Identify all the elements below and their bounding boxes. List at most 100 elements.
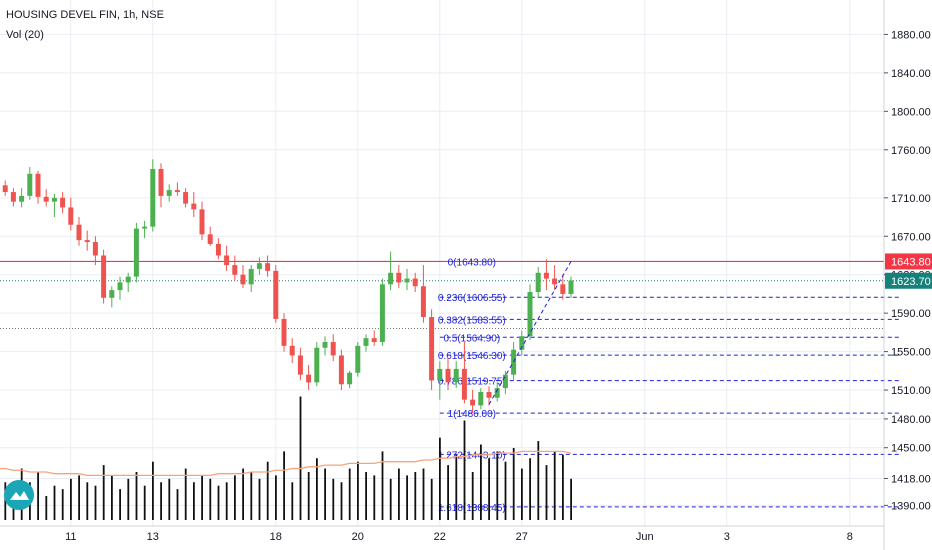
volume-bar <box>512 447 515 520</box>
candle-body <box>35 173 41 197</box>
price-axis[interactable]: 1880.00 1840.00 1800.00 1760.00 1710.00 1670.… <box>883 0 932 550</box>
candle-body <box>511 349 517 375</box>
time-tick-label: 3 <box>724 531 730 543</box>
volume-ma-path <box>0 450 572 477</box>
price-label-text: 1643.80 <box>891 256 931 268</box>
volume-bar <box>176 489 179 520</box>
candle-body <box>10 192 16 202</box>
volume-bar <box>45 495 48 520</box>
price-tick-label: 1880.00 <box>891 29 931 41</box>
chart-title: HOUSING DEVEL FIN, 1h, NSE <box>6 9 164 21</box>
candle-body <box>347 372 353 385</box>
candle-body <box>330 341 336 356</box>
candle-body <box>379 284 385 342</box>
volume-bar <box>168 478 171 520</box>
fib-level-label: 0.5(1564.90) <box>443 333 500 344</box>
candle-body <box>142 226 148 229</box>
candle-body <box>199 209 205 235</box>
volume-bar <box>119 489 121 520</box>
fib-level-label: 1.272(1443.10) <box>438 450 506 461</box>
candle-body <box>2 185 8 193</box>
volume-bar <box>348 468 351 520</box>
candle-body <box>166 190 172 196</box>
candle-body <box>527 292 533 337</box>
volume-bar <box>373 475 376 520</box>
volume-bar <box>135 471 138 520</box>
candle-body <box>437 368 443 381</box>
fib-level-label: 0.382(1583.55) <box>438 315 506 326</box>
candle-body <box>560 284 566 294</box>
volume-bar <box>537 441 540 520</box>
volume-bar <box>463 420 466 520</box>
volume-bar <box>193 482 195 520</box>
candle-body <box>27 173 33 196</box>
price-label-badge <box>885 272 932 289</box>
volume-ma-line <box>0 450 572 477</box>
volume-bar <box>406 475 408 520</box>
candle-body <box>183 192 189 204</box>
candle-body <box>215 243 221 256</box>
volume-bar <box>430 478 433 520</box>
tradingview-logo-icon[interactable] <box>4 480 34 510</box>
volume-bar <box>553 451 556 520</box>
candle-body <box>289 345 295 356</box>
candle-body <box>224 255 230 266</box>
volume-bar <box>152 461 154 520</box>
candle-body <box>543 272 549 279</box>
candle-body <box>207 234 213 244</box>
time-tick-label: Jun <box>636 531 654 543</box>
candle-body <box>240 274 246 285</box>
volume-bar <box>250 471 253 520</box>
volume-bar <box>94 485 97 520</box>
volume-bar <box>111 475 113 520</box>
volume-bar <box>389 478 392 520</box>
candle-body <box>174 190 180 193</box>
volume-bar <box>86 482 89 520</box>
candle-body <box>322 341 328 348</box>
time-axis[interactable]: 11 13 18 20 22 27 Jun 3 8 <box>0 525 884 543</box>
candle-body <box>445 368 451 383</box>
candle-body <box>552 278 558 285</box>
candle-body <box>68 207 74 225</box>
volume-bar <box>422 468 425 520</box>
fib-level-label: 0.786(1519.75) <box>438 377 506 388</box>
candle-body <box>429 317 435 381</box>
volume-bar <box>225 482 228 520</box>
price-tick-label: 1480.00 <box>891 414 931 426</box>
candle-body <box>568 280 574 294</box>
volume-bar <box>447 465 449 520</box>
candle-body <box>486 391 492 398</box>
candle-body <box>453 368 459 383</box>
candle-body <box>265 263 271 271</box>
time-tick-label: 27 <box>516 531 528 543</box>
price-tick-label: 1710.00 <box>891 193 931 205</box>
volume-bar <box>562 454 564 520</box>
candle-body <box>363 338 369 346</box>
price-tick-label: 1510.00 <box>891 385 931 397</box>
fib-level-label: 0(1643.80) <box>448 257 496 268</box>
volume-bar <box>545 465 548 520</box>
candle-body <box>232 265 238 275</box>
volume-bar <box>521 468 523 520</box>
volume-bar <box>143 485 146 520</box>
volume-bar <box>275 475 277 520</box>
candle-body <box>76 224 82 241</box>
horizontal-lines <box>0 260 884 330</box>
price-tick-label: 1800.00 <box>891 106 931 118</box>
candle-body <box>502 374 508 389</box>
volume-bar <box>332 478 335 520</box>
volume-bar <box>266 461 269 520</box>
time-tick-label: 11 <box>65 531 76 543</box>
candle-body <box>371 338 377 342</box>
fib-level-label: 1(1486.00) <box>448 409 496 420</box>
candle-body <box>461 368 467 400</box>
volume-bar <box>61 489 64 520</box>
candle-body <box>519 336 525 350</box>
volume-bar <box>160 482 162 520</box>
volume-bar <box>414 471 417 520</box>
candle-body <box>535 272 541 293</box>
price-tick-label: 1550.00 <box>891 347 931 359</box>
time-tick-label: 20 <box>352 531 364 543</box>
candle-body <box>396 272 402 283</box>
